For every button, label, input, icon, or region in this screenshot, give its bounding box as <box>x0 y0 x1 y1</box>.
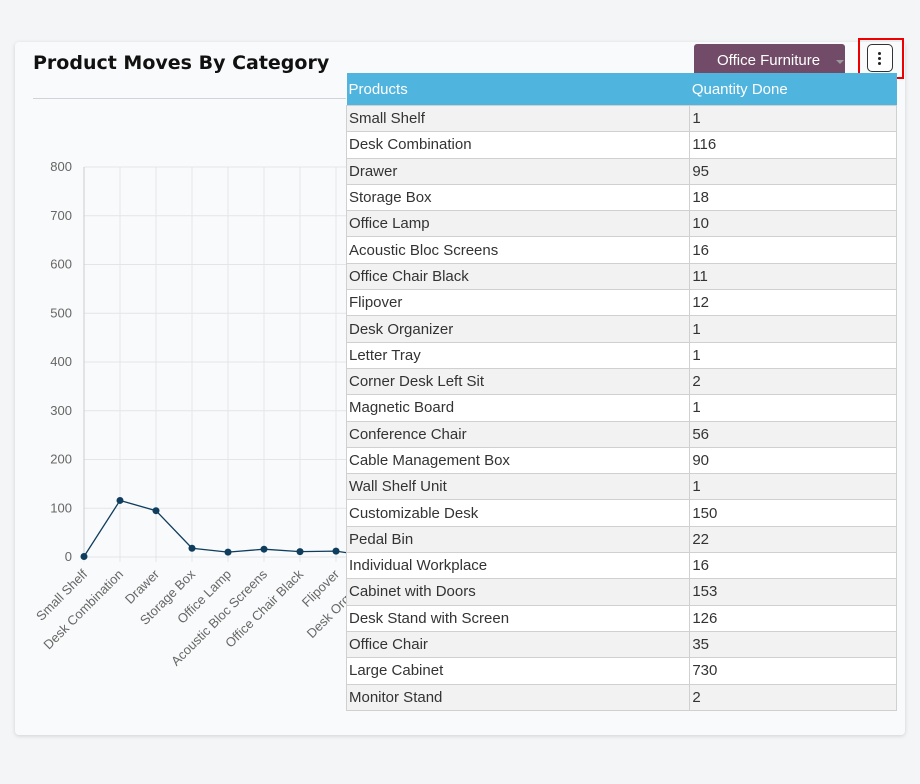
table-row: Pedal Bin 22 <box>345 525 897 554</box>
product-cell: Letter Tray <box>345 341 691 369</box>
menu-button[interactable] <box>867 44 893 72</box>
table-row: Magnetic Board 1 <box>345 394 897 422</box>
dropdown-caret <box>836 60 844 64</box>
data-point <box>296 548 304 556</box>
product-cell: Individual Workplace <box>345 552 691 580</box>
table-row: Individual Workplace 16 <box>345 552 897 580</box>
product-cell: Wall Shelf Unit <box>345 473 691 501</box>
product-cell: Customizable Desk <box>345 499 691 527</box>
table-row: Cable Management Box 90 <box>345 446 897 475</box>
table-row: Office Lamp 10 <box>345 210 897 238</box>
quantity-cell: 1 <box>689 473 897 501</box>
quantity-cell: 116 <box>689 131 897 159</box>
column-header: Products <box>346 73 690 106</box>
product-cell: Acoustic Bloc Screens <box>345 236 691 264</box>
quantity-cell: 1 <box>689 394 897 422</box>
y-tick-label: 700 <box>50 208 72 223</box>
quantity-cell: 126 <box>689 604 897 632</box>
table-row: Customizable Desk 150 <box>345 499 897 527</box>
product-cell: Storage Box <box>345 183 691 212</box>
data-point <box>332 547 340 555</box>
table-row: Desk Combination 116 <box>345 131 897 159</box>
product-cell: Cabinet with Doors <box>345 578 691 606</box>
y-tick-label: 0 <box>65 549 72 564</box>
quantity-cell: 12 <box>689 289 897 317</box>
data-point <box>80 553 88 561</box>
table-row: Desk Stand with Screen 126 <box>345 604 897 632</box>
quantity-cell: 150 <box>689 499 897 527</box>
table-row: Monitor Stand 2 <box>345 683 897 711</box>
table-row: Conference Chair 56 <box>345 420 897 448</box>
product-cell: Magnetic Board <box>345 394 691 422</box>
table-row: Small Shelf 1 <box>345 104 897 133</box>
product-cell: Small Shelf <box>345 104 691 133</box>
product-cell: Office Chair Black <box>345 262 691 291</box>
quantity-cell: 10 <box>689 210 897 238</box>
quantity-cell: 2 <box>689 367 897 396</box>
quantity-cell: 153 <box>689 578 897 606</box>
quantity-cell: 1 <box>689 104 897 133</box>
data-table: Products Quantity Done Small Shelf 1 Desk Co… <box>345 73 897 711</box>
filter-dropdown[interactable]: Office Furniture <box>694 44 845 78</box>
table-row: Drawer 95 <box>345 157 897 185</box>
quantity-cell: 11 <box>689 262 897 291</box>
product-cell: Pedal Bin <box>345 525 691 554</box>
product-cell: Conference Chair <box>345 420 691 448</box>
product-cell: Desk Organizer <box>345 315 691 343</box>
y-tick-label: 400 <box>50 354 72 369</box>
data-point <box>188 544 196 552</box>
y-tick-label: 300 <box>50 403 72 418</box>
product-cell: Cable Management Box <box>345 446 691 475</box>
table-row: Letter Tray 1 <box>345 341 897 369</box>
quantity-cell: 730 <box>689 657 897 685</box>
table-row: Acoustic Bloc Screens 16 <box>345 236 897 264</box>
column-header: Quantity Done <box>689 73 897 106</box>
data-point <box>116 496 124 504</box>
table-row: Office Chair Black 11 <box>345 262 897 291</box>
y-tick-label: 600 <box>50 257 72 272</box>
quantity-cell: 16 <box>689 552 897 580</box>
table-row: Desk Organizer 1 <box>345 315 897 343</box>
product-cell: Office Chair <box>345 630 691 659</box>
y-tick-label: 200 <box>50 452 72 467</box>
product-cell: Flipover <box>345 289 691 317</box>
y-tick-label: 100 <box>50 500 72 515</box>
card-title: Product Moves By Category <box>33 52 330 74</box>
table-row: Cabinet with Doors 153 <box>345 578 897 606</box>
product-cell: Desk Combination <box>345 131 691 159</box>
quantity-cell: 22 <box>689 525 897 554</box>
product-cell: Corner Desk Left Sit <box>345 367 691 396</box>
product-cell: Office Lamp <box>345 210 691 238</box>
quantity-cell: 35 <box>689 630 897 659</box>
table-row: Wall Shelf Unit 1 <box>345 473 897 501</box>
quantity-cell: 1 <box>689 341 897 369</box>
product-cell: Drawer <box>345 157 691 185</box>
quantity-cell: 18 <box>689 183 897 212</box>
table-row: Storage Box 18 <box>345 183 897 212</box>
product-cell: Desk Stand with Screen <box>345 604 691 632</box>
quantity-cell: 16 <box>689 236 897 264</box>
y-tick-label: 500 <box>50 305 72 320</box>
quantity-cell: 90 <box>689 446 897 475</box>
quantity-cell: 95 <box>689 157 897 185</box>
data-point <box>260 545 268 553</box>
data-point <box>152 507 160 515</box>
quantity-cell: 56 <box>689 420 897 448</box>
table-row: Corner Desk Left Sit 2 <box>345 367 897 396</box>
quantity-cell: 2 <box>689 683 897 711</box>
data-point <box>224 548 232 556</box>
y-tick-label: 800 <box>50 159 72 174</box>
table-row: Flipover 12 <box>345 289 897 317</box>
table-row: Large Cabinet 730 <box>345 657 897 685</box>
product-cell: Monitor Stand <box>345 683 691 711</box>
table-row: Office Chair 35 <box>345 630 897 659</box>
product-cell: Large Cabinet <box>345 657 691 685</box>
quantity-cell: 1 <box>689 315 897 343</box>
